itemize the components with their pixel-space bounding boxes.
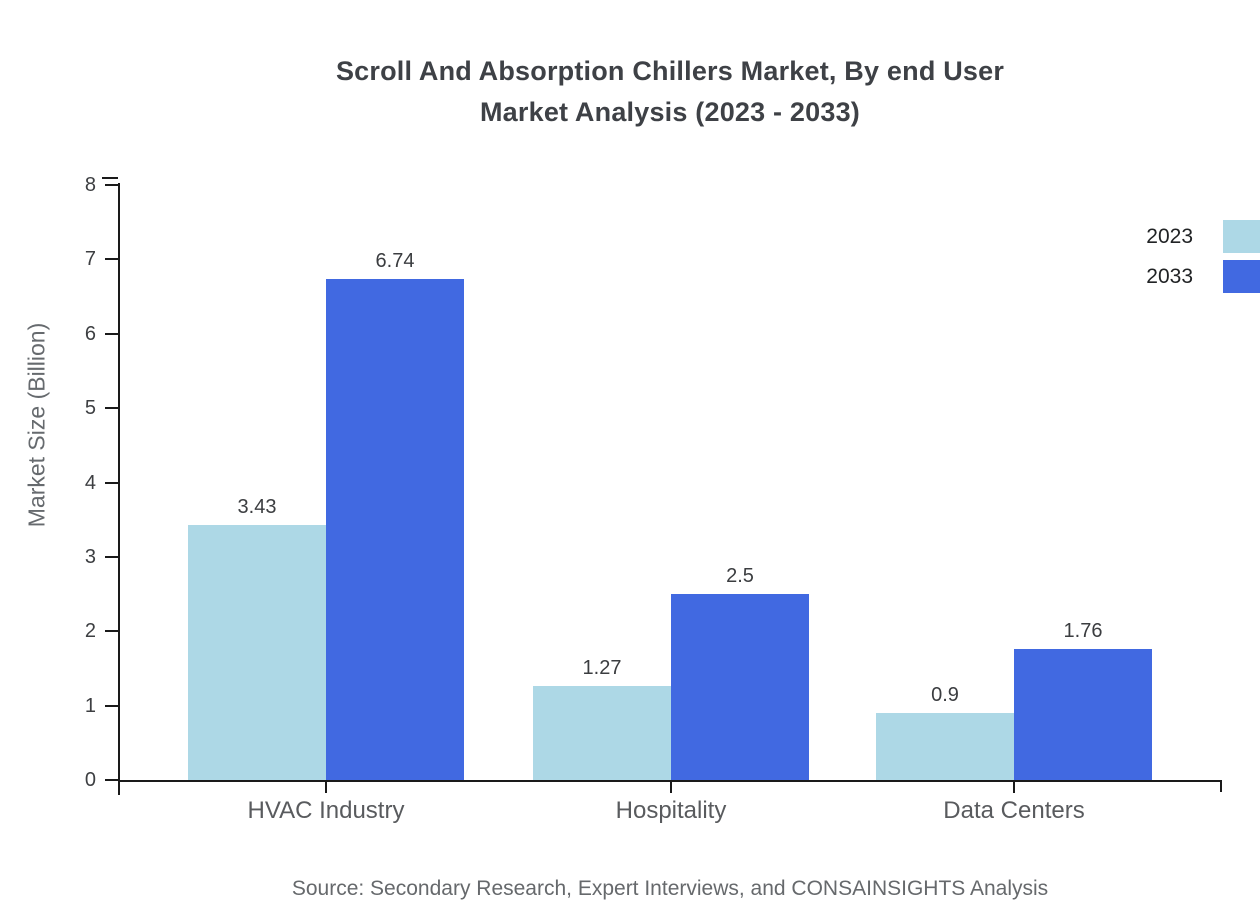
x-category-label: Hospitality [615,797,727,824]
y-tick [105,555,118,558]
y-axis-line [118,183,120,795]
y-tick-label: 6 [84,322,96,345]
y-tick [105,184,118,186]
y-tick-label: 7 [84,248,96,271]
bar-value-label: 2.5 [726,565,754,588]
y-tick-label: 3 [84,545,96,568]
y-tick [105,481,118,484]
y-tick-label: 4 [84,471,96,494]
plot-area: 0 1 2 3 4 5 6 7 8 3.43 6.74 1.27 2.5 0.9 1.76 HVAC In… [85,174,1222,824]
bar-value-label: 1.27 [582,656,622,679]
x-tick [1013,780,1015,793]
bar-2023-data-centers [876,713,1014,780]
bar-2033-hvac-industry [326,278,464,780]
bar-value-label: 6.74 [375,249,415,272]
y-tick-label: 2 [84,620,96,643]
legend-color-swatch [1223,220,1260,253]
legend-color-swatch [1223,260,1260,293]
y-tick [105,258,118,261]
bar-2023-hospitality [533,685,671,780]
bar-value-label: 0.9 [931,684,959,707]
x-category-label: Data Centers [943,797,1085,824]
y-tick [105,332,118,335]
chart-title-line1: Scroll And Absorption Chillers Market, B… [335,56,1005,86]
bar-value-label: 1.76 [1063,620,1103,643]
y-tick-label: 0 [84,769,96,791]
y-axis-title: Market Size (Billion) [23,322,50,528]
chart-title: Scroll And Absorption Chillers Market, B… [118,51,1222,133]
y-tick [105,779,118,781]
y-axis-top-cap [102,177,118,179]
bar-2033-data-centers [1014,649,1152,780]
legend-item-2033: 2033 [1146,260,1260,293]
bar-2033-hospitality [671,594,809,780]
legend-label: 2023 [1146,224,1193,248]
y-tick [105,630,118,633]
bar-2023-hvac-industry [188,524,326,780]
y-tick-label: 5 [84,397,96,420]
y-tick-label: 1 [84,694,96,717]
legend-label: 2033 [1146,264,1193,288]
x-tick [670,780,672,793]
legend: 2023 2033 [1146,220,1260,300]
bar-value-label: 3.43 [237,495,277,518]
y-tick [105,407,118,410]
x-axis-end-tick [1220,780,1222,792]
x-tick [325,780,327,793]
legend-item-2023: 2023 [1146,220,1260,253]
chart-title-line2: Market Analysis (2023 - 2033) [479,97,860,127]
x-category-label: HVAC Industry [247,797,405,824]
source-note: Source: Secondary Research, Expert Inter… [291,877,1049,900]
y-tick-label: 8 [84,174,96,196]
y-tick [105,704,118,707]
